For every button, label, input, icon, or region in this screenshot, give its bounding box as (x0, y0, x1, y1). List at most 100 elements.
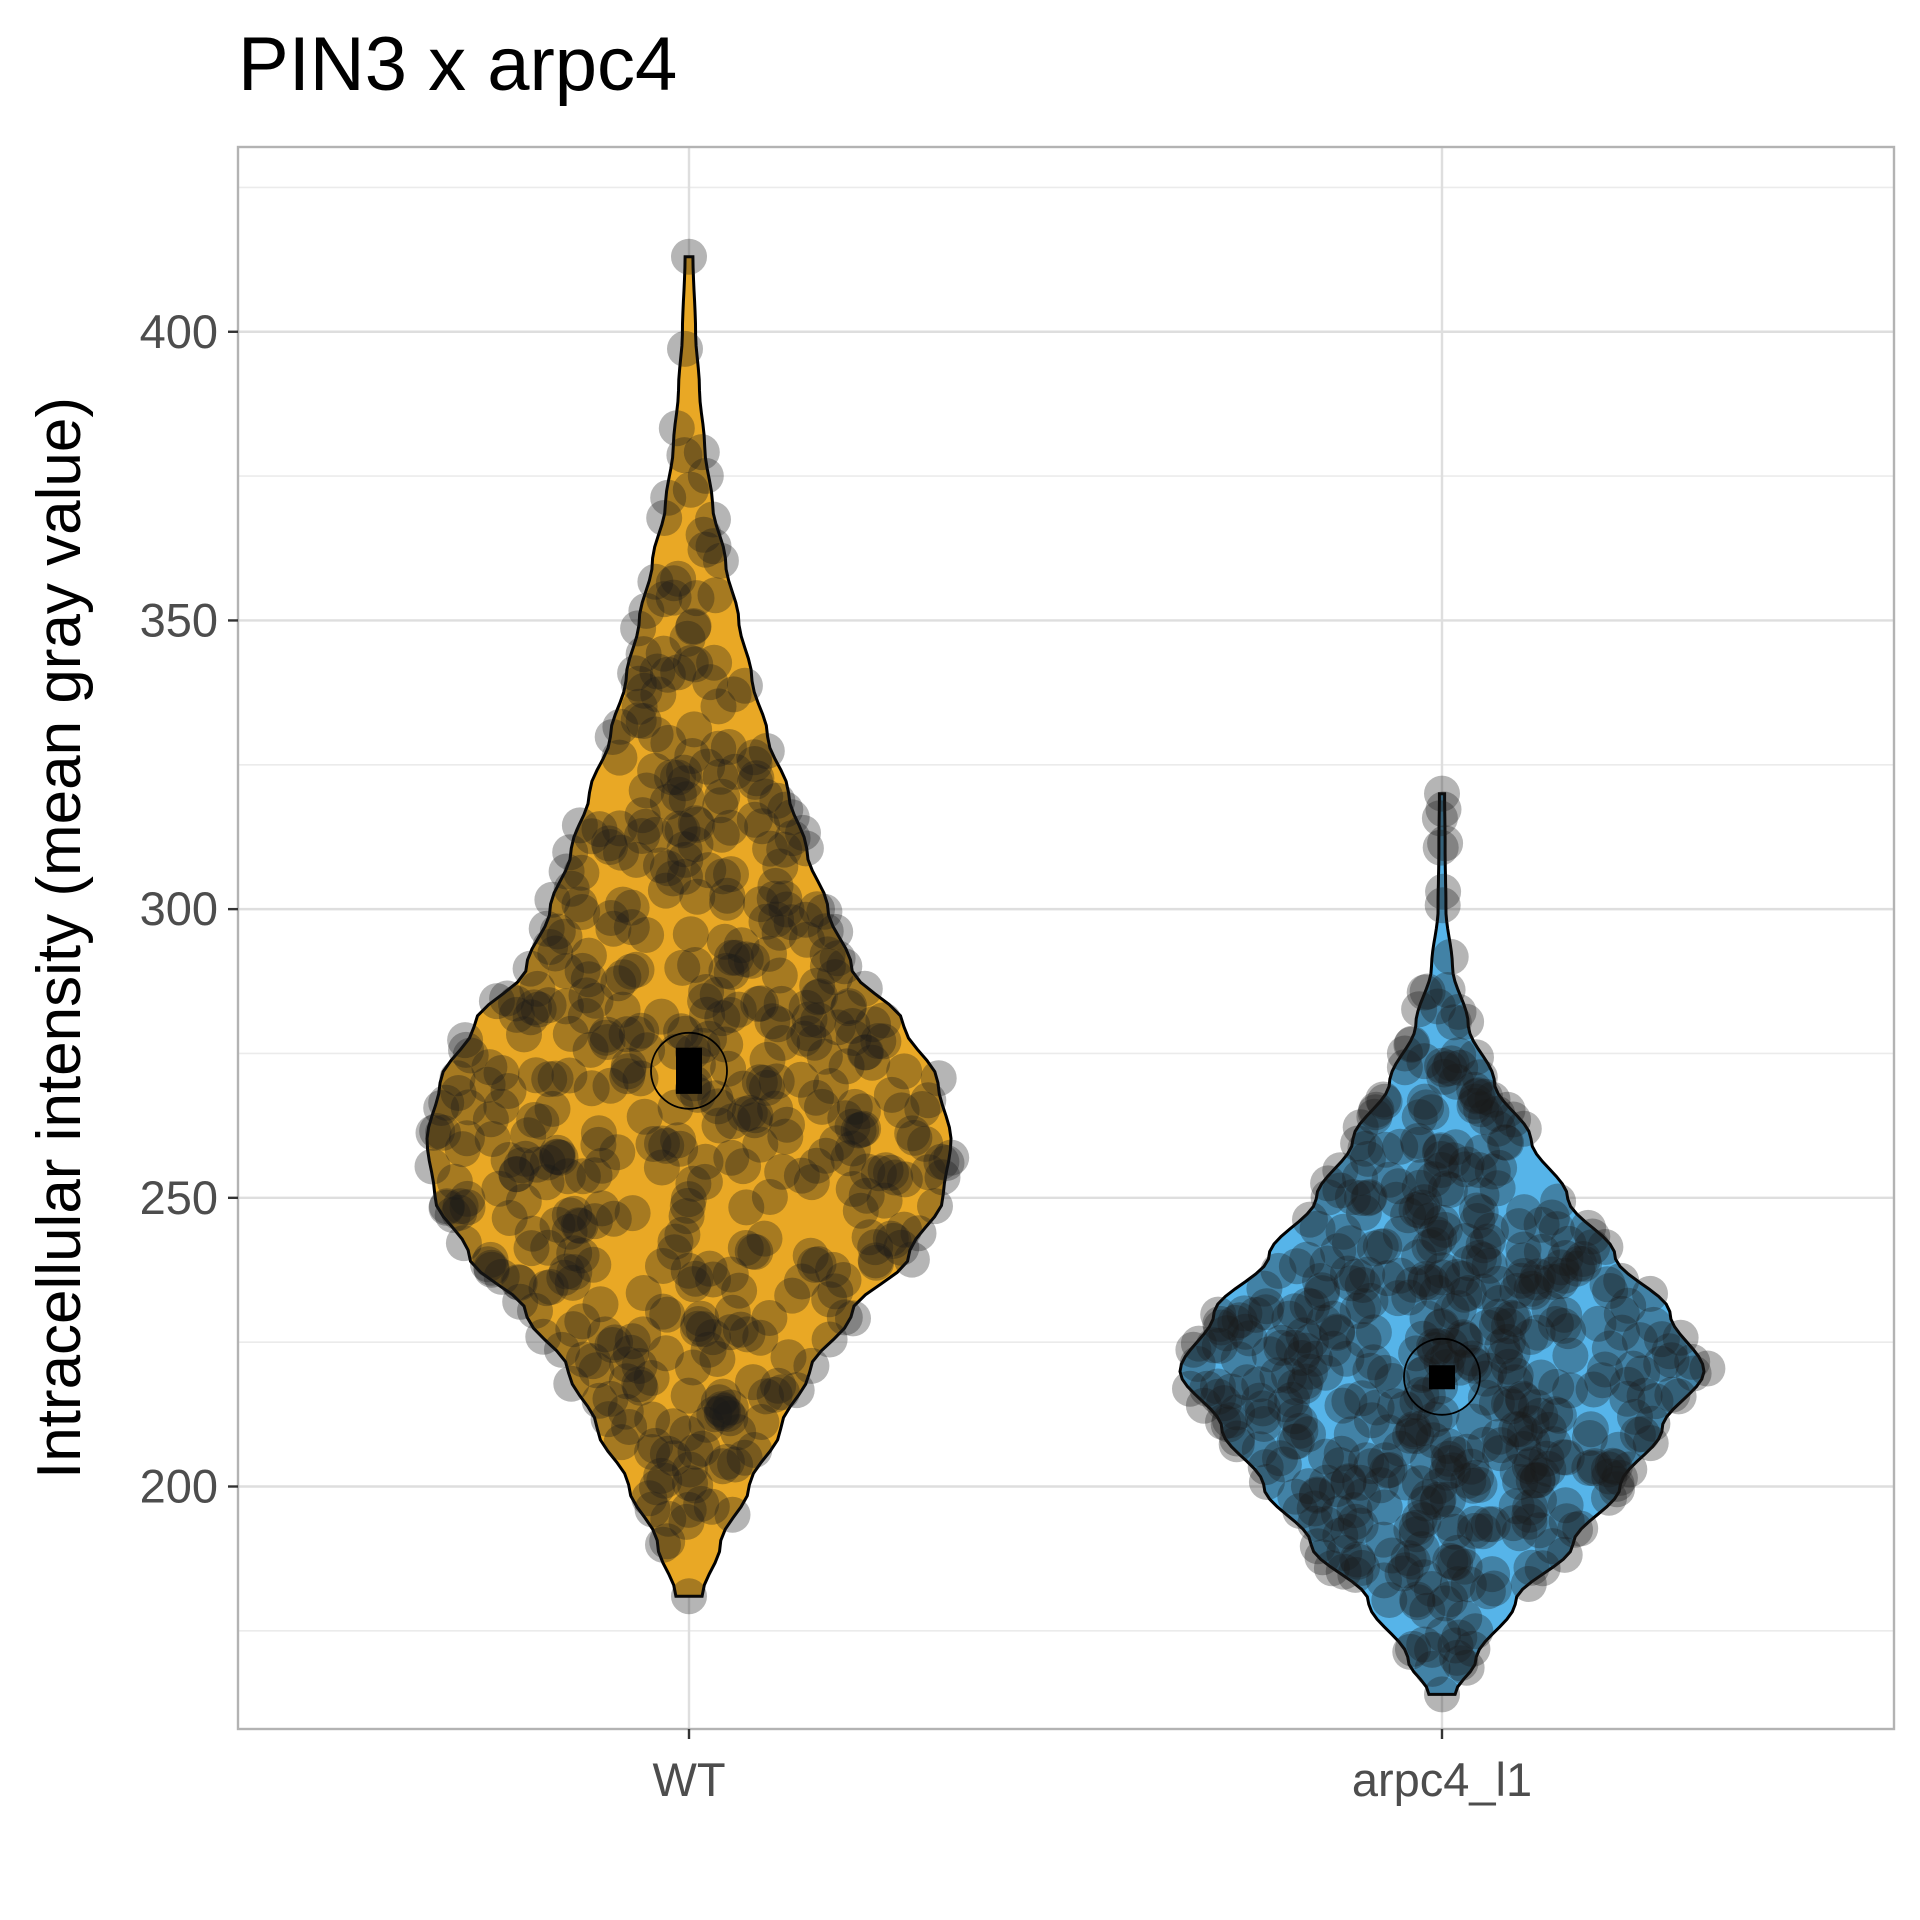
data-point (806, 1038, 843, 1075)
data-point (759, 782, 796, 819)
data-point (773, 799, 810, 836)
data-point (650, 479, 687, 516)
data-point (1432, 1327, 1469, 1364)
y-tick-label: 200 (140, 1460, 218, 1513)
data-point (1328, 1340, 1365, 1377)
data-point (1519, 1462, 1556, 1498)
data-point (1438, 1063, 1475, 1100)
data-point (1505, 1431, 1542, 1467)
data-point (727, 941, 764, 978)
data-point (1591, 1479, 1627, 1516)
data-point (1589, 1266, 1626, 1303)
data-point (1425, 873, 1462, 910)
data-point (1408, 1089, 1445, 1126)
data-point (1448, 1146, 1485, 1183)
data-point (644, 1125, 680, 1162)
data-point (1540, 1183, 1577, 1220)
data-point (1398, 1418, 1435, 1455)
data-point (1467, 1379, 1504, 1416)
data-point (1448, 1649, 1485, 1686)
data-point (924, 1159, 961, 1196)
data-point (580, 1115, 617, 1152)
data-point (1333, 1416, 1370, 1453)
data-point (674, 738, 711, 774)
data-point (791, 1001, 828, 1038)
data-point (1330, 1464, 1367, 1501)
data-point (858, 1244, 895, 1281)
data-point (1413, 1094, 1450, 1131)
data-point (481, 1170, 518, 1207)
data-point (1530, 1450, 1567, 1487)
data-point (441, 1194, 478, 1231)
data-point (685, 1311, 722, 1348)
data-point (1538, 1211, 1575, 1248)
data-point (1407, 1264, 1444, 1301)
data-point (621, 1366, 658, 1403)
data-point (886, 1053, 923, 1090)
data-point (1406, 1626, 1443, 1663)
data-point (757, 1090, 794, 1127)
data-point (683, 1300, 720, 1337)
data-point (626, 672, 663, 709)
median-point-WT (650, 1031, 728, 1110)
data-point (1382, 1257, 1419, 1294)
data-point (1330, 1463, 1367, 1500)
data-point (865, 1002, 902, 1039)
data-point (1262, 1440, 1298, 1477)
data-point (448, 1031, 484, 1068)
data-point (469, 1066, 506, 1103)
data-point (1450, 1566, 1487, 1603)
data-point (648, 1127, 685, 1164)
data-point (668, 1503, 705, 1540)
data-point (695, 501, 731, 538)
data-point (1410, 1479, 1447, 1516)
data-point (1278, 1423, 1315, 1460)
data-point (1440, 1290, 1477, 1327)
data-point (1488, 1124, 1524, 1161)
data-point (1244, 1390, 1281, 1427)
data-point (834, 1008, 871, 1044)
data-point (1662, 1319, 1699, 1356)
data-point (1282, 1412, 1319, 1449)
data-point (702, 542, 739, 579)
y-tick-label: 350 (140, 593, 218, 646)
data-point (670, 1181, 707, 1218)
data-point (1399, 1123, 1436, 1159)
data-point (575, 1343, 611, 1380)
data-point (1404, 1320, 1441, 1357)
data-point (709, 1396, 746, 1432)
data-point (472, 1101, 509, 1138)
data-point (577, 982, 614, 1019)
data-point (1180, 1325, 1217, 1362)
data-point (625, 1275, 662, 1311)
data-point (1626, 1377, 1663, 1414)
data-point (783, 1263, 820, 1300)
data-point (756, 1376, 793, 1413)
data-point (1248, 1464, 1285, 1500)
data-point (701, 1107, 738, 1144)
data-point (886, 1211, 923, 1248)
data-point (860, 1023, 897, 1059)
data-point (826, 948, 863, 985)
data-point (857, 1242, 894, 1279)
data-point (1533, 1199, 1570, 1236)
data-point (1205, 1404, 1241, 1440)
data-point (634, 1401, 671, 1438)
data-point (1419, 988, 1456, 1025)
data-point (1561, 1245, 1597, 1282)
data-point (717, 1446, 754, 1483)
data-point (634, 1491, 671, 1528)
data-point (1263, 1329, 1300, 1366)
data-point (649, 1296, 686, 1333)
data-point (627, 808, 664, 845)
data-point (700, 1088, 737, 1125)
data-point (677, 1433, 714, 1470)
data-point (764, 1025, 801, 1061)
data-point (610, 1053, 647, 1090)
data-point (1410, 1444, 1447, 1481)
data-point (1306, 1304, 1342, 1341)
data-point (1428, 1170, 1464, 1207)
data-point (474, 1121, 511, 1157)
data-point (1431, 1050, 1468, 1087)
data-point (1200, 1378, 1237, 1415)
